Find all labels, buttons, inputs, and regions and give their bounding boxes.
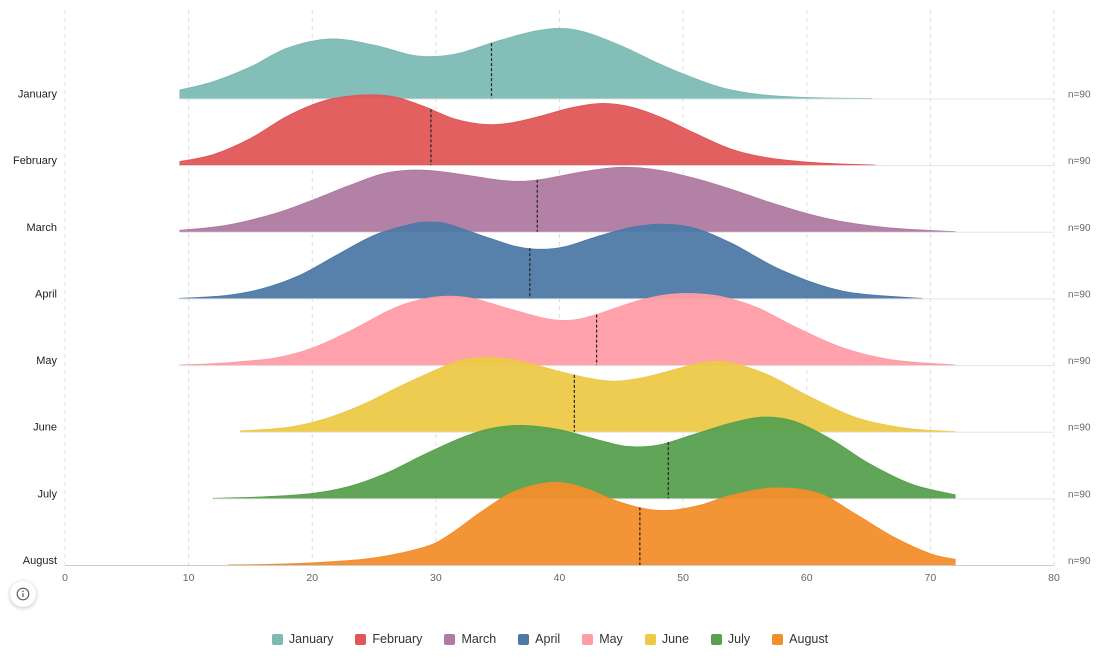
legend-label: August	[789, 632, 829, 646]
ridge-june: June n=90	[33, 356, 1091, 434]
legend-swatch	[644, 633, 656, 645]
legend-swatch	[772, 633, 784, 645]
row-label: April	[35, 288, 57, 300]
legend-label: January	[288, 632, 334, 646]
count-label: n=90	[1068, 90, 1091, 101]
x-tick-label: 20	[306, 572, 318, 584]
ridge-january: January n=90	[18, 27, 1091, 101]
x-axis: 0 10 20 30 40 50 60 70 80	[62, 565, 1060, 584]
ridge-area	[240, 356, 956, 433]
x-tick-label: 50	[677, 572, 689, 584]
ridge-area	[228, 481, 956, 566]
row-label: July	[37, 488, 57, 500]
legend-label: June	[661, 632, 689, 646]
legend-item-march[interactable]: March	[444, 632, 496, 646]
ridge-area	[179, 94, 876, 166]
legend-item-january[interactable]: January	[271, 632, 334, 646]
count-label: n=90	[1068, 556, 1091, 567]
legend-item-august[interactable]: August	[772, 632, 828, 646]
ridge-march: March n=90	[26, 166, 1091, 234]
ridge-area	[179, 221, 923, 299]
legend-swatch	[710, 633, 722, 645]
count-label: n=90	[1068, 489, 1091, 500]
info-button[interactable]	[10, 581, 36, 607]
legend-item-may[interactable]: May	[582, 632, 623, 646]
row-label: May	[36, 355, 57, 367]
legend-item-april[interactable]: April	[518, 632, 560, 646]
legend-swatch	[271, 633, 283, 645]
row-label: March	[26, 222, 57, 234]
legend-swatch	[355, 633, 367, 645]
legend-label: April	[535, 632, 561, 646]
ridge-april: April n=90	[35, 221, 1091, 300]
count-label: n=90	[1068, 423, 1091, 434]
legend-swatch	[518, 633, 530, 645]
row-label: January	[18, 89, 58, 101]
legend-label: February	[372, 632, 423, 646]
ridge-area	[212, 416, 956, 499]
x-tick-label: 40	[554, 572, 566, 584]
x-tick-label: 0	[62, 572, 68, 584]
count-label: n=90	[1068, 156, 1091, 167]
row-label: August	[23, 555, 57, 567]
x-tick-label: 80	[1048, 572, 1060, 584]
ridge-area	[179, 27, 873, 99]
legend-swatch	[444, 633, 456, 645]
legend-label: May	[599, 632, 623, 646]
row-label: February	[13, 155, 58, 167]
x-tick-label: 30	[430, 572, 442, 584]
legend-item-july[interactable]: July	[710, 632, 751, 646]
legend-label: March	[461, 632, 497, 646]
legend-label: July	[727, 632, 751, 646]
ridge-may: May n=90	[36, 293, 1091, 367]
x-tick-label: 70	[925, 572, 937, 584]
ridges: January n=90 February n=90 March n=90 April n=9…	[13, 27, 1091, 567]
x-tick-label: 60	[801, 572, 813, 584]
ridge-february: February n=90	[13, 94, 1091, 167]
count-label: n=90	[1068, 289, 1091, 300]
count-label: n=90	[1068, 356, 1091, 367]
legend: January February March April May June July Augu…	[0, 632, 1100, 646]
legend-item-february[interactable]: February	[355, 632, 422, 646]
row-label: June	[33, 422, 57, 434]
legend-swatch	[582, 633, 594, 645]
ridge-area	[179, 166, 956, 233]
count-label: n=90	[1068, 223, 1091, 234]
ridge-area	[179, 293, 956, 366]
legend-item-june[interactable]: June	[644, 632, 689, 646]
x-tick-label: 10	[183, 572, 195, 584]
ridgeline-chart: January n=90 February n=90 March n=90 April n=9…	[13, 10, 1091, 584]
ridge-july: July n=90	[37, 416, 1091, 500]
info-icon	[16, 587, 30, 601]
